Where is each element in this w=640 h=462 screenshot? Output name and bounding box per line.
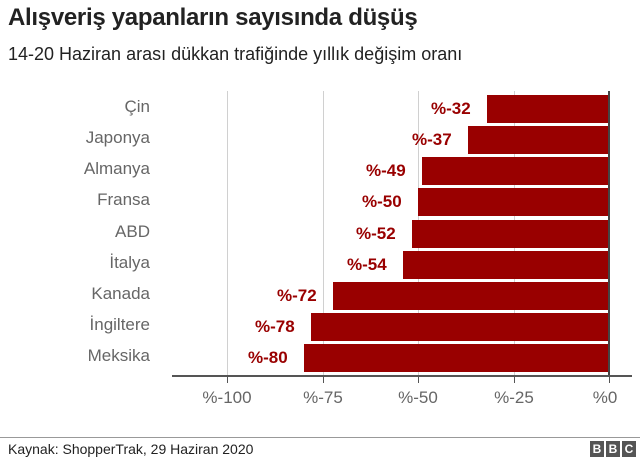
- bbc-logo: B B C: [590, 441, 636, 457]
- x-tick-label: %-50: [398, 388, 438, 407]
- x-tick-label: %-100: [202, 388, 252, 407]
- x-tick-label: %0: [592, 388, 618, 407]
- category-label: Japonya: [85, 128, 150, 147]
- value-label: %-49: [366, 161, 406, 180]
- gridline-minus-75: [323, 91, 324, 375]
- x-tick-label: %-25: [494, 388, 534, 407]
- value-label: %-78: [255, 317, 295, 336]
- bar: [468, 126, 609, 154]
- category-label: Almanya: [83, 159, 150, 178]
- value-label: %-52: [356, 224, 396, 243]
- category-label: İtalya: [109, 253, 150, 272]
- x-tick: [609, 376, 610, 383]
- category-label: İngiltere: [89, 315, 150, 334]
- bar: [403, 251, 609, 279]
- bar: [333, 282, 609, 310]
- category-label: ABD: [115, 222, 150, 241]
- bbc-logo-letter: B: [606, 441, 620, 457]
- x-tick: [227, 376, 228, 383]
- bar: [412, 220, 609, 248]
- category-label: Fransa: [97, 190, 150, 209]
- category-label: Meksika: [87, 346, 150, 365]
- value-label: %-37: [412, 130, 452, 149]
- source-note: Kaynak: ShopperTrak, 29 Haziran 2020: [8, 441, 254, 457]
- footer-divider: [0, 437, 640, 438]
- bar: [418, 188, 609, 216]
- x-tick: [514, 376, 515, 383]
- bbc-logo-letter: C: [622, 441, 636, 457]
- value-label: %-80: [248, 348, 288, 367]
- bar: [311, 313, 609, 341]
- bbc-logo-letter: B: [590, 441, 604, 457]
- value-label: %-54: [347, 255, 387, 274]
- zero-line: [608, 91, 610, 375]
- x-tick-label: %-75: [303, 388, 343, 407]
- bar: [304, 344, 609, 372]
- category-label: Kanada: [91, 284, 150, 303]
- x-tick: [418, 376, 419, 383]
- chart-title: Alışveriş yapanların sayısında düşüş: [8, 4, 418, 31]
- bar: [422, 157, 609, 185]
- x-axis-line: [172, 375, 632, 377]
- category-label: Çin: [124, 97, 150, 116]
- chart-subtitle: 14-20 Haziran arası dükkan trafiğinde yı…: [8, 44, 463, 64]
- x-tick: [323, 376, 324, 383]
- bar: [487, 95, 609, 123]
- value-label: %-72: [277, 286, 317, 305]
- value-label: %-32: [431, 99, 471, 118]
- value-label: %-50: [362, 192, 402, 211]
- gridline-minus-100: [227, 91, 228, 375]
